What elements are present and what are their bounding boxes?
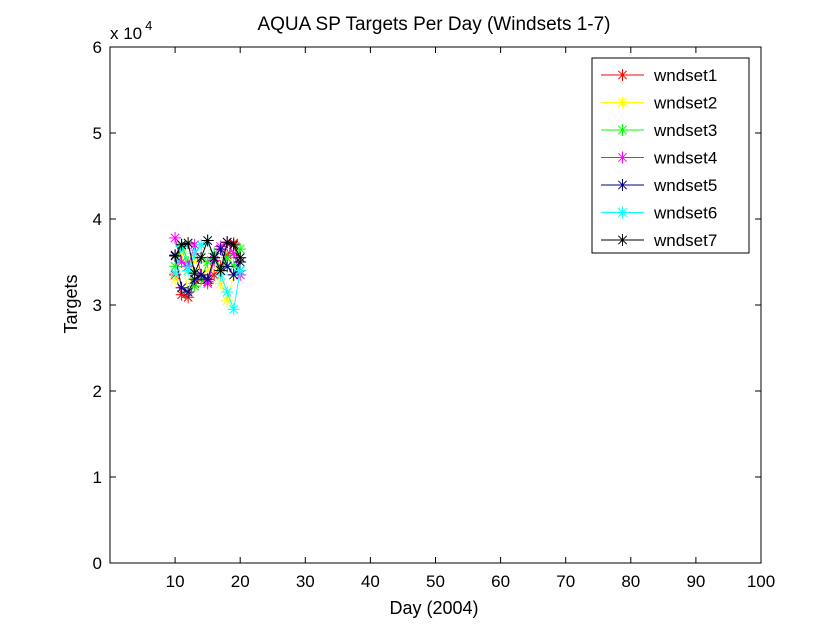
x-tick-label: 10 — [166, 572, 185, 591]
x-tick-label: 30 — [296, 572, 315, 591]
x-tick-label: 70 — [556, 572, 575, 591]
series-wndset7 — [169, 234, 247, 280]
legend-item: wndset3 — [601, 121, 717, 140]
data-point-marker — [214, 264, 227, 277]
legend-label: wndset2 — [653, 94, 717, 113]
legend: wndset1 wndset2 wndset3 wndset4 wndset5 wndse… — [591, 57, 750, 254]
data-point-marker — [169, 267, 182, 280]
y-tick-label: 1 — [93, 468, 102, 487]
data-point-marker — [201, 256, 214, 268]
data-point-marker — [182, 286, 195, 299]
data-point-marker — [208, 251, 221, 264]
x-tick-label: 90 — [686, 572, 705, 591]
data-point-marker — [227, 268, 240, 281]
x-tick-label: 80 — [621, 572, 640, 591]
y-multiplier-base: x 10 — [110, 24, 142, 43]
data-point-marker — [221, 294, 234, 307]
legend-swatch-marker — [616, 124, 629, 136]
y-tick-label: 0 — [93, 554, 102, 573]
data-point-marker — [201, 273, 214, 286]
y-tick-label: 6 — [93, 38, 102, 57]
legend-swatch-marker — [616, 69, 629, 81]
legend-swatch-marker — [616, 234, 629, 246]
x-tick-label: 100 — [747, 572, 775, 591]
data-point-marker — [175, 238, 188, 251]
x-tick-label: 20 — [231, 572, 250, 591]
legend-label: wndset1 — [653, 66, 717, 85]
data-point-marker — [188, 247, 201, 260]
data-point-marker — [234, 251, 247, 264]
legend-item: wndset4 — [601, 149, 717, 168]
data-point-marker — [227, 303, 240, 316]
data-point-marker — [221, 286, 234, 299]
chart-title: AQUA SP Targets Per Day (Windsets 1-7) — [257, 14, 610, 35]
y-tick-label: 5 — [93, 124, 102, 143]
legend-swatch-marker — [616, 206, 629, 219]
legend-swatch-marker — [616, 179, 629, 191]
y-multiplier-exponent: 4 — [145, 18, 152, 33]
data-point-marker — [195, 238, 208, 251]
data-point-marker — [182, 237, 195, 250]
y-axis-ticks: 0 1 2 3 4 5 6 — [93, 38, 761, 573]
x-tick-label: 60 — [491, 572, 510, 591]
legend-label: wndset6 — [653, 204, 717, 223]
legend-item: wndset1 — [601, 66, 717, 85]
data-point-marker — [221, 260, 234, 273]
data-point-marker — [175, 281, 188, 294]
legend-item: wndset5 — [601, 176, 717, 195]
legend-swatch-marker — [616, 151, 629, 164]
legend-label: wndset3 — [653, 121, 717, 140]
legend-label: wndset4 — [653, 149, 717, 168]
legend-item: wndset7 — [601, 231, 717, 250]
y-tick-label: 4 — [93, 210, 102, 229]
legend-box — [591, 57, 750, 254]
y-multiplier-label: x 10 4 — [110, 18, 152, 43]
legend-swatch-marker — [616, 96, 629, 109]
y-tick-label: 2 — [93, 382, 102, 401]
data-point-marker — [227, 238, 240, 251]
series-layer — [169, 231, 247, 316]
data-point-marker — [169, 249, 182, 262]
legend-item: wndset2 — [601, 94, 717, 113]
x-axis-ticks: 10 20 30 40 50 60 70 80 90 100 — [166, 47, 775, 591]
x-tick-label: 50 — [426, 572, 445, 591]
data-point-marker — [195, 251, 208, 264]
legend-label: wndset5 — [653, 176, 717, 195]
legend-label: wndset7 — [653, 231, 717, 250]
x-tick-label: 40 — [361, 572, 380, 591]
data-point-marker — [234, 264, 247, 277]
y-axis-label: Targets — [61, 274, 81, 333]
x-axis-label: Day (2004) — [389, 598, 478, 618]
data-point-marker — [195, 268, 208, 281]
legend-item: wndset6 — [601, 204, 717, 223]
data-point-marker — [188, 267, 201, 280]
data-point-marker — [201, 234, 214, 247]
y-tick-label: 3 — [93, 296, 102, 315]
